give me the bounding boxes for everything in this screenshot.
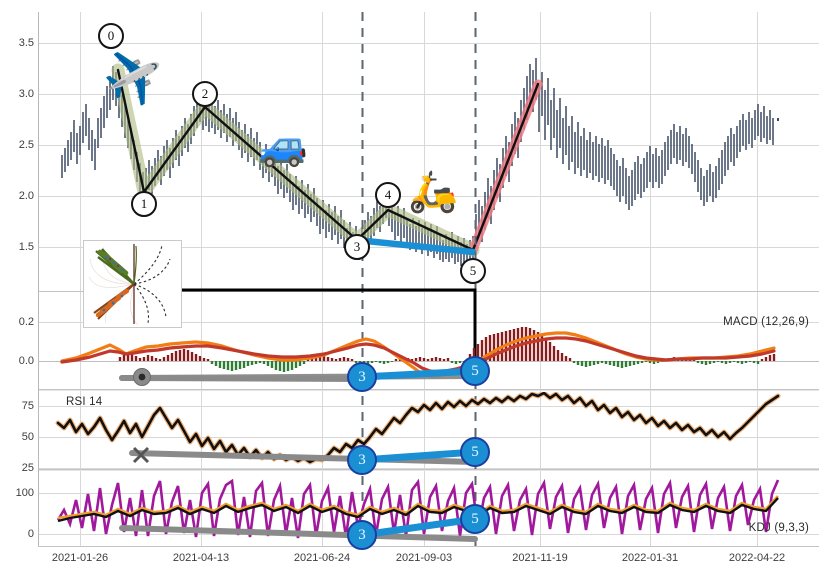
rsi-ytick-50: 50 — [21, 431, 34, 443]
macd-divergence-line — [358, 367, 479, 381]
bracket-connector — [172, 288, 482, 374]
price-ytick-2-0: 2.0 — [18, 190, 34, 202]
macd-panel-tag: MACD (12,26,9) — [723, 316, 809, 328]
xtick-2022-04-22: 2022-04-22 — [728, 552, 786, 564]
rsi-divergence-label-3[interactable]: 3 — [347, 445, 377, 475]
wave-label-2[interactable]: 2 — [192, 81, 218, 107]
xtick-2021-01-26: 2021-01-26 — [51, 552, 109, 564]
kdj-ytick-0: 0 — [27, 528, 34, 540]
kdj-divergence-label-3[interactable]: 3 — [347, 520, 377, 550]
kdj-d-line — [57, 495, 779, 520]
price-ytick-2-5: 2.5 — [18, 139, 34, 151]
xtick-2022-01-31: 2022-01-31 — [621, 552, 679, 564]
wave-label-1[interactable]: 1 — [131, 191, 157, 217]
xtick-2021-11-19: 2021-11-19 — [512, 552, 568, 564]
macd-divergence-label-3[interactable]: 3 — [347, 362, 377, 392]
rsi-divergence-label-5[interactable]: 5 — [460, 437, 490, 467]
car-emoji: 🚙 — [258, 124, 308, 168]
pattern-inset-thumbnail[interactable] — [83, 240, 182, 328]
scooter-emoji: 🛵 — [408, 170, 458, 214]
kdj-j-line — [56, 478, 780, 539]
wave-label-4[interactable]: 4 — [375, 182, 401, 208]
macd-divergence-label-5[interactable]: 5 — [460, 356, 490, 386]
rsi-trend-baseline — [129, 450, 478, 465]
xtick-2021-04-13: 2021-04-13 — [172, 552, 230, 564]
vertical-event-lines — [361, 12, 477, 546]
rsi-panel-tag: RSI 14 — [66, 396, 103, 408]
rsi-ytick-25: 25 — [21, 462, 34, 474]
kdj-trend-baseline — [119, 525, 478, 542]
inset-svg — [84, 241, 181, 327]
kdj-panel-tag: KDJ (9,3,3) — [748, 522, 809, 534]
macd-ytick-0-0: 0.0 — [18, 355, 34, 367]
wave-label-3[interactable]: 3 — [344, 234, 370, 260]
kdj-divergence-label-5[interactable]: 5 — [460, 504, 490, 534]
kdj-k-line — [57, 497, 779, 523]
price-ytick-3-0: 3.0 — [18, 88, 34, 100]
rsi-divergence-line — [358, 448, 479, 464]
price-ytick-1-5: 1.5 — [18, 241, 34, 253]
xtick-2021-06-24: 2021-06-24 — [293, 552, 351, 564]
macd-ytick-0-2: 0.2 — [18, 316, 34, 328]
wave-label-0[interactable]: 0 — [98, 23, 124, 49]
xtick-2021-09-03: 2021-09-03 — [395, 552, 453, 564]
rsi-ytick-75: 75 — [21, 400, 34, 412]
wave-label-5[interactable]: 5 — [460, 258, 486, 284]
price-ytick-3-5: 3.5 — [18, 37, 34, 49]
kdj-divergence-line — [358, 515, 479, 539]
rsi-line — [56, 392, 780, 464]
rsi-pivot-x-marker — [132, 446, 150, 464]
kdj-ytick-100: 100 — [15, 487, 34, 499]
price-divergence-line — [353, 236, 477, 256]
gridlines-vertical — [80, 12, 758, 546]
